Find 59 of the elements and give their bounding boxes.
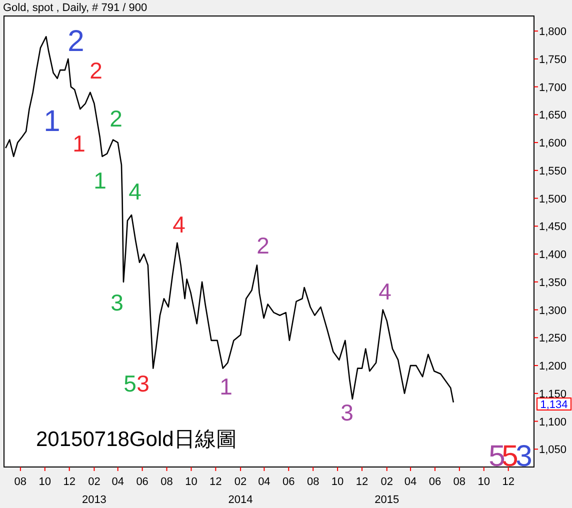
y-tick-label: 1,200	[539, 360, 567, 373]
x-tick-label: 02	[234, 476, 247, 488]
y-tick-label: 1,800	[539, 26, 567, 38]
annotation: 1	[72, 130, 86, 156]
x-tick-label: 08	[306, 476, 320, 488]
x-tick-label: 08	[160, 476, 173, 488]
y-tick-label: 1,700	[539, 82, 567, 94]
x-tick-label: 06	[428, 476, 442, 488]
x-tick-label: 06	[282, 476, 295, 488]
x-tick-label: 12	[502, 476, 514, 488]
x-tick-label: 02	[88, 476, 100, 488]
y-tick-label: 1,150	[539, 388, 567, 400]
y-tick-label: 1,500	[539, 193, 567, 206]
x-tick-label: 08	[453, 476, 466, 488]
annotation: 5	[124, 370, 136, 396]
annotation: 4	[378, 278, 392, 304]
annotation: 1	[94, 167, 106, 194]
y-tick-label: 1,300	[539, 304, 567, 317]
annotation: 2	[256, 232, 270, 258]
y-tick-label: 1,600	[539, 138, 567, 150]
x-tick-label: 12	[63, 476, 76, 488]
y-tick-label: 1,250	[539, 332, 567, 345]
annotation: 3	[110, 289, 124, 316]
x-tick-label: 06	[136, 476, 148, 488]
x2-tick-label: 2014	[228, 494, 253, 506]
annotation: 4	[172, 211, 186, 238]
x2-tick-label: 2015	[374, 494, 400, 506]
x-tick-label: 12	[356, 476, 368, 488]
y-tick-label: 1,650	[539, 110, 567, 122]
annotation: 1	[44, 104, 60, 138]
y-tick-label: 1,450	[539, 221, 567, 234]
annotation: 1	[220, 373, 232, 400]
annotation: 3	[516, 440, 532, 473]
chart-title: Gold, spot , Daily, # 791 / 900	[3, 2, 148, 14]
x-tick-label: 10	[331, 476, 344, 488]
annotation: 2	[68, 24, 84, 58]
x-tick-label: 02	[380, 476, 393, 488]
x-tick-label: 10	[185, 476, 198, 488]
annotation: 20150718Gold日線圖	[36, 428, 237, 451]
x-tick-label: 12	[210, 476, 222, 488]
y-tick-label: 1,750	[539, 54, 567, 66]
x-tick-label: 10	[478, 476, 490, 488]
y-tick-label: 1,350	[539, 276, 567, 289]
x-tick-label: 04	[404, 476, 417, 488]
x2-tick-label: 2013	[82, 494, 106, 506]
x-tick-label: 04	[112, 476, 124, 488]
annotation: 3	[136, 370, 150, 396]
x-tick-label: 04	[258, 476, 270, 488]
y-tick-label: 1,400	[539, 249, 567, 262]
y-tick-label: 1,100	[539, 416, 567, 428]
y-tick-label: 1,550	[539, 165, 567, 178]
x-tick-label: 10	[38, 476, 52, 488]
y-tick-label: 1,050	[539, 444, 567, 456]
annotation: 3	[340, 399, 354, 426]
x-tick-label: 08	[14, 476, 27, 488]
text: 1,134	[540, 399, 568, 411]
annotation: 4	[128, 178, 142, 204]
annotation: 2	[110, 105, 122, 132]
annotation: 2	[90, 57, 102, 84]
